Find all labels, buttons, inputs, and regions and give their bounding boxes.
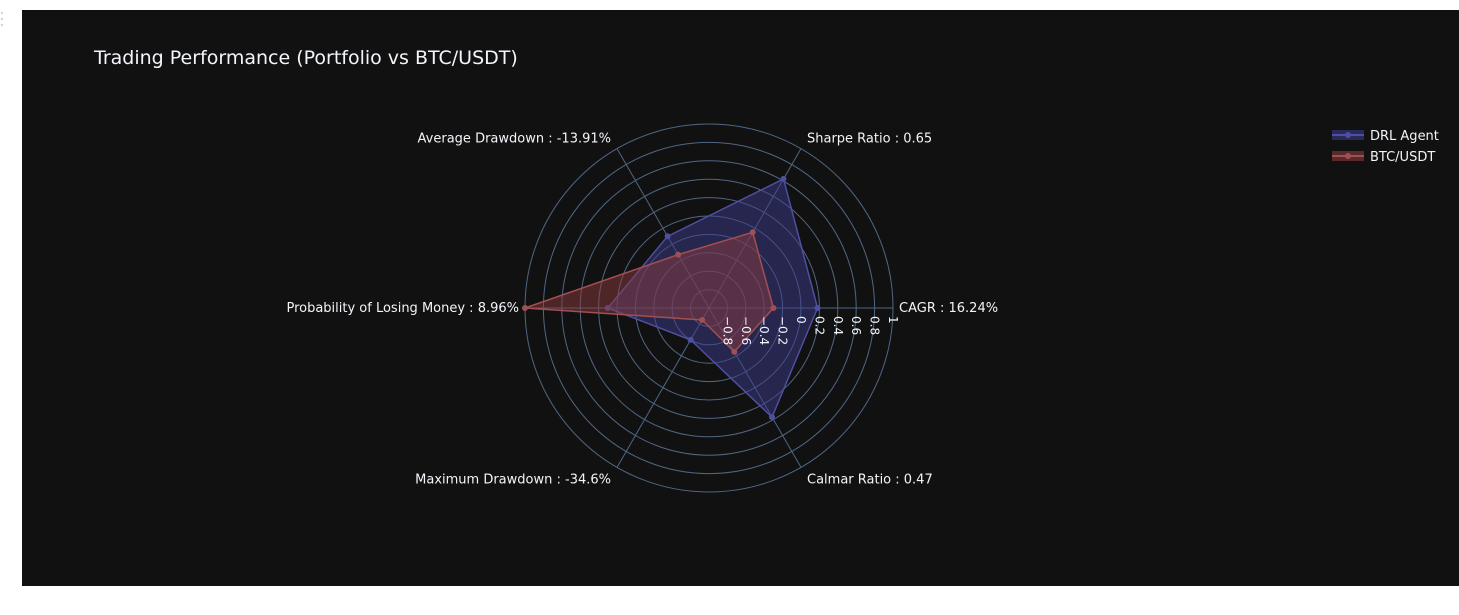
drag-dots-icon bbox=[0, 11, 4, 27]
angular-labels: CAGR : 16.24% Sharpe Ratio : 0.65 Average … bbox=[286, 132, 998, 488]
radial-tick-label: −0.4 bbox=[757, 316, 771, 345]
data-point[interactable] bbox=[731, 348, 738, 355]
radial-tick-label: −0.2 bbox=[776, 316, 790, 345]
data-point[interactable] bbox=[770, 305, 777, 311]
radial-tick-label: −0.6 bbox=[739, 316, 753, 345]
legend-label: DRL Agent bbox=[1370, 129, 1439, 144]
radial-tick-label: 0.4 bbox=[831, 316, 845, 335]
angular-label: Calmar Ratio : 0.47 bbox=[807, 472, 933, 487]
radial-ticks: −0.8 −0.6 −0.4 −0.2 0 0.2 0.4 0.6 0.8 1 bbox=[720, 316, 900, 345]
chart-title: Trading Performance (Portfolio vs BTC/US… bbox=[93, 47, 518, 69]
chart-container: Trading Performance (Portfolio vs BTC/US… bbox=[22, 10, 1459, 586]
data-point[interactable] bbox=[687, 336, 694, 343]
data-point[interactable] bbox=[780, 175, 787, 182]
radial-tick-label: 0.6 bbox=[849, 316, 863, 335]
angular-label: CAGR : 16.24% bbox=[899, 301, 998, 316]
data-point[interactable] bbox=[749, 229, 756, 236]
radial-tick-label: −0.8 bbox=[720, 316, 734, 345]
data-point[interactable] bbox=[814, 305, 821, 311]
data-point[interactable] bbox=[699, 316, 706, 323]
data-point[interactable] bbox=[522, 305, 528, 311]
legend-item[interactable]: BTC/USDT bbox=[1332, 150, 1435, 165]
angular-label: Maximum Drawdown : -34.6% bbox=[415, 472, 611, 487]
radial-tick-label: 0.2 bbox=[812, 316, 826, 335]
radial-tick-label: 0.8 bbox=[868, 316, 882, 335]
radial-tick-label: 1 bbox=[886, 316, 900, 324]
data-point[interactable] bbox=[769, 414, 776, 421]
angular-label: Sharpe Ratio : 0.65 bbox=[807, 132, 932, 147]
legend-item[interactable]: DRL Agent bbox=[1332, 129, 1439, 144]
radial-tick-label: 0 bbox=[794, 316, 808, 324]
series-1 bbox=[522, 229, 777, 355]
legend-label: BTC/USDT bbox=[1370, 150, 1435, 165]
radar-series bbox=[522, 175, 821, 421]
legend[interactable]: DRL Agent BTC/USDT bbox=[1332, 129, 1439, 165]
radar-chart: Trading Performance (Portfolio vs BTC/US… bbox=[93, 47, 1439, 493]
angular-label: Average Drawdown : -13.91% bbox=[418, 132, 611, 147]
data-point[interactable] bbox=[664, 233, 671, 240]
data-point[interactable] bbox=[675, 251, 682, 258]
angular-label: Probability of Losing Money : 8.96% bbox=[286, 301, 519, 316]
legend-marker bbox=[1345, 132, 1351, 138]
legend-marker bbox=[1345, 153, 1351, 159]
corner-handle bbox=[0, 10, 6, 32]
